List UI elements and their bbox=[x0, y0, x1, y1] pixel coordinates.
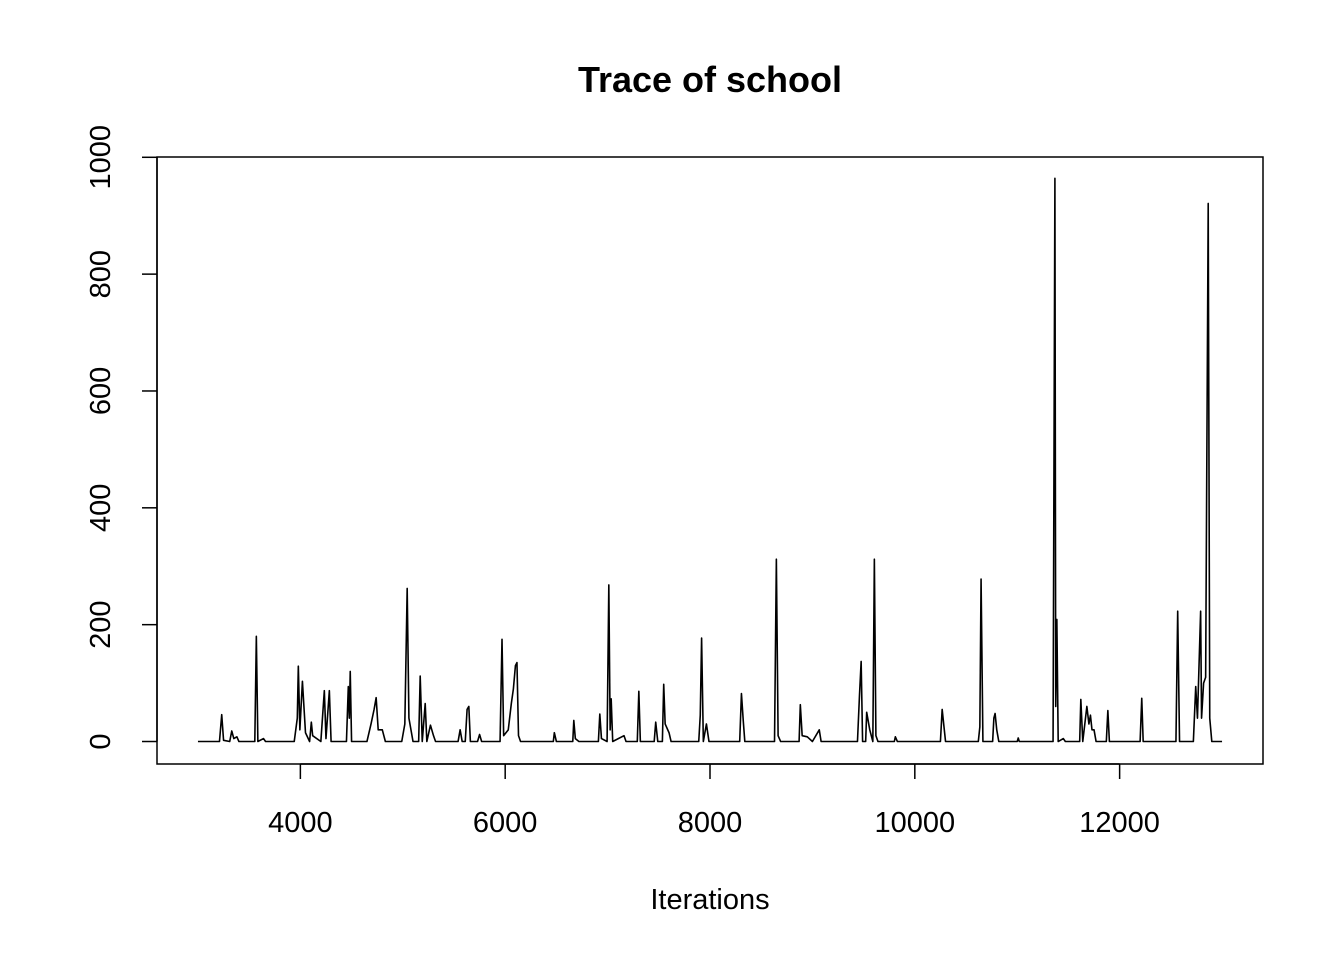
y-tick-label: 600 bbox=[85, 367, 117, 415]
x-axis-label: Iterations bbox=[650, 884, 769, 916]
chart-title: Trace of school bbox=[578, 59, 842, 100]
x-tick-label: 12000 bbox=[1079, 807, 1160, 839]
y-tick-label: 1000 bbox=[85, 125, 117, 190]
trace-line bbox=[197, 177, 1223, 743]
x-tick-label: 6000 bbox=[473, 807, 538, 839]
x-tick-label: 8000 bbox=[678, 807, 743, 839]
y-tick-label: 0 bbox=[85, 733, 117, 749]
y-tick-label: 200 bbox=[85, 600, 117, 648]
y-tick-label: 400 bbox=[85, 484, 117, 532]
y-tick-label: 800 bbox=[85, 250, 117, 298]
x-tick-label: 4000 bbox=[268, 807, 333, 839]
x-tick-label: 10000 bbox=[874, 807, 955, 839]
